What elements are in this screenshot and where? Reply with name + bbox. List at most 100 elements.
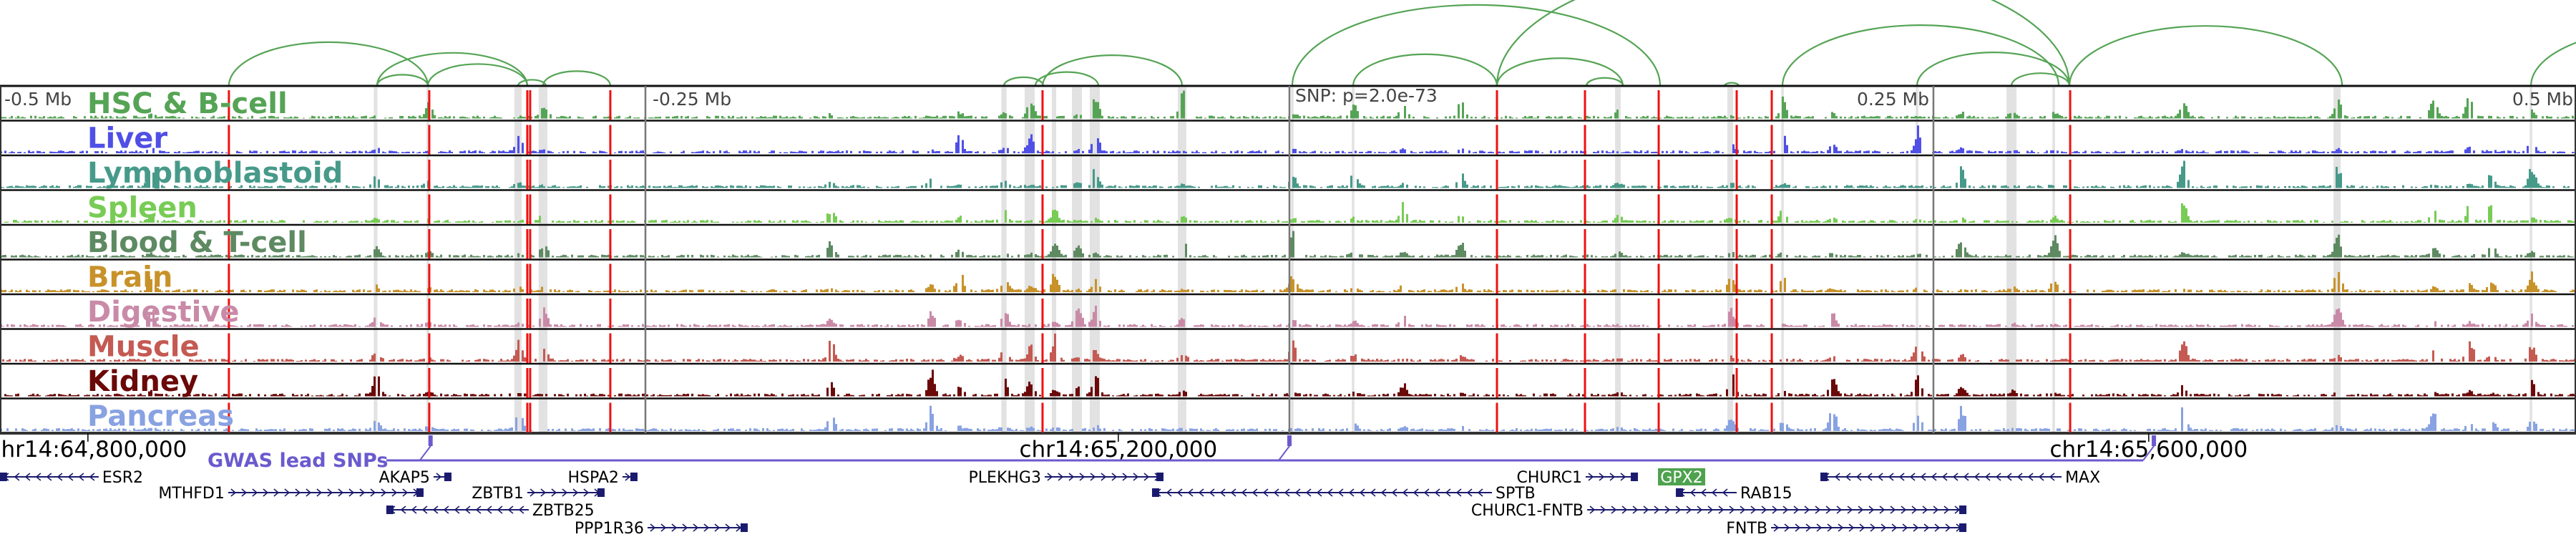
offset-label: 0.25 Mb	[1857, 89, 1929, 110]
signal-hsc-b-cell	[0, 90, 2576, 119]
strand-arrows	[650, 523, 742, 532]
gene-label: GPX2	[1660, 469, 1702, 487]
gwas-track: GWAS lead SNPs	[208, 435, 2157, 472]
strand-arrows	[230, 488, 419, 497]
loop-arc	[1034, 71, 1100, 87]
gene-label: ZBTB25	[532, 502, 595, 520]
strand-arrows	[530, 488, 600, 497]
gene-churc1-fntb[interactable]: CHURC1-FNTB	[1471, 502, 1967, 520]
gene-exon	[597, 488, 605, 497]
signal-digestive	[0, 305, 2574, 327]
gene-track: ESR2 AKAP5 HSPA2 PLEKHG3 CHURC1 GPX2 MAX MTHFD1…	[0, 468, 2100, 537]
gene-label: PPP1R36	[575, 520, 644, 537]
signal-blood-t-cell	[0, 231, 2574, 258]
gene-exon	[1631, 473, 1639, 481]
gene-label: PLEKHG3	[969, 469, 1041, 487]
chromatin-loops-track	[228, 0, 2576, 87]
gene-exon	[630, 473, 638, 481]
gene-zbtb1[interactable]: ZBTB1	[472, 485, 605, 503]
strand-arrows	[625, 473, 631, 481]
strand-arrows	[1047, 473, 1161, 481]
track-label: Kidney	[87, 365, 198, 398]
gene-ppp1r36[interactable]: PPP1R36	[575, 520, 748, 537]
gene-exon	[1151, 488, 1159, 497]
strand-arrows	[1588, 473, 1626, 481]
gene-label: CHURC1-FNTB	[1471, 502, 1584, 520]
gene-churc1[interactable]: CHURC1	[1516, 469, 1639, 487]
loop-arc	[1002, 76, 1045, 87]
gene-exon	[1959, 505, 1967, 514]
gene-hspa2[interactable]: HSPA2	[568, 469, 638, 487]
gene-exon	[1156, 473, 1163, 481]
gene-label: HSPA2	[568, 469, 619, 487]
gwas-snp-marker[interactable]	[2152, 435, 2157, 446]
loop-arc	[1291, 4, 1662, 87]
snp-marker-lines	[228, 86, 2072, 433]
gene-exon	[1676, 488, 1684, 497]
track-label: Muscle	[87, 331, 200, 364]
signal-tracks	[0, 84, 2576, 435]
gene-akap5[interactable]: AKAP5	[379, 469, 452, 487]
axis-tick-label: chr14:65,200,000	[1019, 437, 1217, 463]
gene-plekhg3[interactable]: PLEKHG3	[969, 469, 1163, 487]
gene-exon	[416, 488, 424, 497]
gene-label: MAX	[2065, 469, 2100, 487]
gene-label: ESR2	[102, 469, 143, 487]
axis-tick-label: chr14:65,600,000	[2049, 437, 2248, 463]
loop-arc	[2529, 42, 2576, 87]
loop-arc	[228, 41, 429, 87]
gene-exon	[444, 473, 452, 481]
axis-tick-label: chr14:64,800,000	[0, 437, 187, 463]
track-label: Lymphoblastoid	[87, 157, 343, 190]
loop-arc	[2010, 72, 2071, 87]
track-label: Brain	[87, 261, 172, 294]
gene-rab15[interactable]: RAB15	[1676, 485, 1792, 503]
signal-liver	[0, 125, 2576, 153]
lead-snp-label: SNP: p=2.0e-73	[1295, 85, 1438, 106]
gwas-snp-marker[interactable]	[1287, 435, 1292, 446]
track-label: Pancreas	[87, 400, 234, 433]
loop-arc	[1041, 54, 1184, 87]
loop-arc	[1916, 52, 2071, 87]
loop-arc	[376, 74, 429, 87]
loop-arc	[1496, 57, 1624, 87]
gene-label: MTHFD1	[158, 485, 225, 503]
track-label: Blood & T-cell	[87, 226, 307, 259]
gene-label: SPTB	[1496, 485, 1536, 503]
strand-arrows	[436, 473, 442, 481]
track-label: Spleen	[87, 192, 197, 225]
loop-arc	[1496, 0, 2071, 87]
gene-highlight-box	[1658, 468, 1706, 485]
genomic-axis: chr14:64,800,000 chr14:65,200,000 chr14:65…	[0, 433, 2248, 463]
strand-arrows	[1589, 505, 1961, 514]
gene-label: AKAP5	[379, 469, 429, 487]
gene-sptb[interactable]: SPTB	[1151, 485, 1536, 503]
loop-arc	[1585, 77, 1624, 87]
gene-mthfd1[interactable]: MTHFD1	[158, 485, 424, 503]
offset-label: -0.25 Mb	[653, 89, 731, 110]
gene-exon	[740, 523, 748, 532]
gene-gpx2[interactable]: GPX2	[1658, 468, 1706, 487]
strand-arrows	[1773, 523, 1962, 532]
loop-arc	[2068, 25, 2343, 87]
track-label: Liver	[87, 122, 167, 155]
gene-fntb[interactable]: FNTB	[1726, 520, 1967, 537]
signal-lymphoblastoid	[0, 160, 2570, 188]
signal-pancreas	[0, 405, 2576, 431]
gene-label: RAB15	[1740, 485, 1792, 503]
gene-exon	[0, 473, 7, 481]
gwas-snp-marker[interactable]	[428, 435, 433, 446]
loop-arc	[376, 52, 529, 87]
loop-arc	[426, 63, 529, 87]
gene-esr2[interactable]: ESR2	[0, 469, 143, 487]
offset-label: 0.5 Mb	[2512, 89, 2573, 110]
track-labels: HSC & B-cellLiverLymphoblastoidSpleenBlo…	[87, 87, 343, 433]
gene-exon	[1820, 473, 1828, 481]
gene-label: ZBTB1	[472, 485, 524, 503]
gene-zbtb25[interactable]: ZBTB25	[386, 502, 595, 520]
gwas-track-label: GWAS lead SNPs	[208, 450, 388, 472]
gene-max[interactable]: MAX	[1820, 469, 2100, 487]
offset-labels: SNP: p=2.0e-73 -0.5 Mb -0.25 Mb 0.25 Mb 0.5…	[4, 85, 2573, 110]
gene-exon	[1959, 523, 1967, 532]
